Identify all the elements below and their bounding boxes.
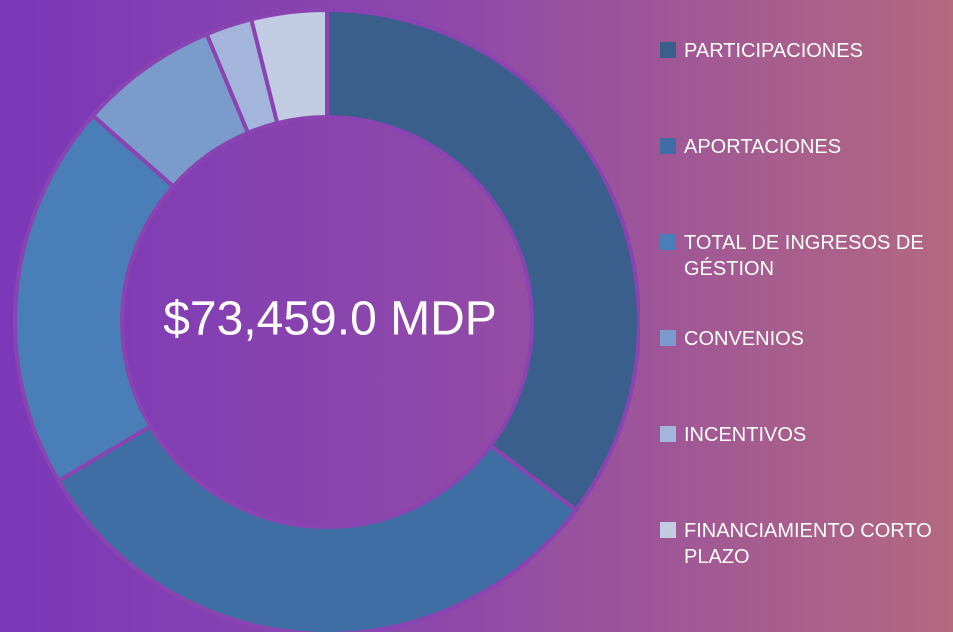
legend-item: TOTAL DE INGRESOS DE GÉSTION	[660, 230, 953, 282]
chart: $73,459.0 MDP	[13, 7, 640, 632]
legend-label: INCENTIVOS	[684, 424, 807, 446]
legend-swatch	[660, 138, 676, 154]
donut-segment	[248, 7, 329, 126]
legend-label: PARTICIPACIONES	[684, 40, 863, 62]
legend-label: CONVENIOS	[684, 328, 805, 350]
legend-item: INCENTIVOS	[660, 422, 953, 448]
donut	[13, 7, 640, 632]
donut-segment	[55, 423, 579, 632]
donut-segment	[325, 7, 640, 513]
legend-swatch	[660, 330, 676, 346]
legend-swatch	[660, 42, 676, 58]
legend-swatch	[660, 234, 676, 250]
center-label: $73,459.0 MDP	[163, 293, 497, 346]
legend-label: APORTACIONES	[684, 136, 842, 158]
legend-item: APORTACIONES	[660, 134, 953, 160]
legend-label: TOTAL DE INGRESOS DE GÉSTION	[684, 232, 924, 280]
legend-item: FINANCIAMIENTO CORTO PLAZO	[660, 518, 953, 570]
donut-segment	[13, 112, 177, 484]
legend-item: PARTICIPACIONES	[660, 38, 953, 64]
legend-swatch	[660, 522, 676, 538]
legend-label: FINANCIAMIENTO CORTO PLAZO	[684, 520, 932, 568]
legend-item: CONVENIOS	[660, 326, 953, 352]
legend-swatch	[660, 426, 676, 442]
